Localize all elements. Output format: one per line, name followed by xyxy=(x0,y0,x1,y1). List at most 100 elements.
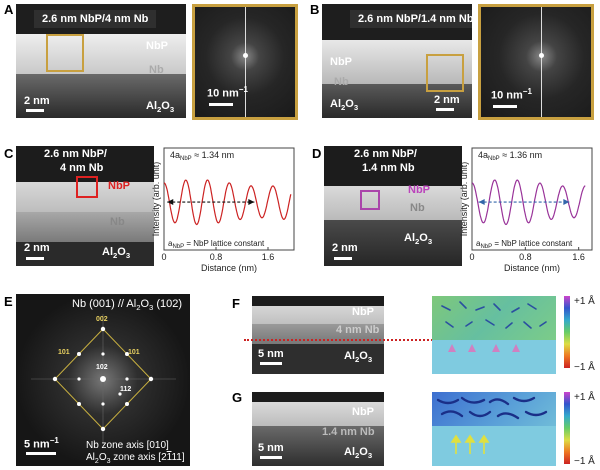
period-arrow-head-left xyxy=(167,199,174,206)
panel-c-title-line1: 2.6 nm NbP/ xyxy=(44,148,107,160)
panel-a-title: 2.6 nm NbP/4 nm Nb xyxy=(34,10,157,28)
spot-label-002: 002 xyxy=(96,316,108,323)
colorbar-g-min: −1 Å xyxy=(574,456,595,467)
scale-label: 5 nm−1 xyxy=(24,436,59,451)
scale-bar xyxy=(436,108,454,111)
scale-label: 2 nm xyxy=(332,242,358,254)
panel-c-stem-image: 2.6 nm NbP/ 4 nm Nb NbP Nb 2 nm Al2O3 xyxy=(16,146,154,266)
region-of-interest-box xyxy=(46,34,84,72)
period-annotation: 4aNbP ≈ 1.36 nm xyxy=(478,150,542,162)
x-tick-label: 1.6 xyxy=(572,252,585,262)
panel-a-fft-image: 10 nm−1 xyxy=(192,4,298,120)
fft-scale-bar xyxy=(209,103,233,106)
zone-axis-nb: Nb zone axis [010] xyxy=(86,440,169,451)
scale-label: 2 nm xyxy=(24,242,50,254)
region-of-interest-box xyxy=(426,54,464,92)
panel-e-diffraction-image: Nb (001) // Al2O3 (102) 002 101 101 102 … xyxy=(16,294,190,466)
period-annotation: 4aNbP ≈ 1.34 nm xyxy=(170,150,234,162)
nbp-label: NbP xyxy=(352,406,374,418)
interface-dotted-line xyxy=(244,339,556,341)
panel-f-stem-image: NbP 4 nm Nb 5 nm Al2O3 xyxy=(252,296,384,374)
panel-label-d: D xyxy=(312,146,322,161)
colorbar-g-max: +1 Å xyxy=(574,392,595,403)
panel-label-c: C xyxy=(4,146,14,161)
panel-label-f: F xyxy=(232,296,240,311)
substrate-label: Al2O3 xyxy=(404,232,433,247)
nb-label: 4 nm Nb xyxy=(336,324,380,336)
y-axis-label: Intensity (arb. unit) xyxy=(151,162,161,237)
nb-label: Nb xyxy=(410,202,425,214)
panel-d-stem-image: 2.6 nm NbP/ 1.4 nm Nb NbP Nb Al2O3 2 nm xyxy=(324,146,462,266)
colorbar-g xyxy=(564,392,570,464)
x-tick-label: 0.8 xyxy=(519,252,532,262)
panel-d-title-line2: 1.4 nm Nb xyxy=(362,162,415,174)
scale-label: 5 nm xyxy=(258,442,284,454)
panel-label-a: A xyxy=(4,2,14,17)
scale-label: 2 nm xyxy=(24,95,50,107)
x-axis-label: Distance (nm) xyxy=(504,263,560,273)
substrate-label: Al2O3 xyxy=(146,100,175,115)
scale-bar xyxy=(26,109,44,112)
substrate-label: Al2O3 xyxy=(344,350,373,365)
panel-g-strain-map xyxy=(432,392,556,466)
spot-label-102: 102 xyxy=(96,364,108,371)
panel-b-stem-image: 2.6 nm NbP/1.4 nm Nb NbP Nb Al2O3 2 nm xyxy=(322,4,472,118)
y-axis-label: Intensity (arb. unit) xyxy=(459,162,469,237)
panel-b-title: 2.6 nm NbP/1.4 nm Nb xyxy=(350,10,472,28)
period-arrow-head-right xyxy=(248,199,255,206)
intensity-profile-line xyxy=(163,179,292,226)
intensity-profile-line xyxy=(471,179,586,226)
fft-scale-label: 10 nm−1 xyxy=(207,85,248,100)
period-arrow-head-left xyxy=(478,199,485,206)
panel-a-stem-image: 2.6 nm NbP/4 nm Nb NbP Nb 2 nm Al2O3 xyxy=(16,4,186,118)
plot-frame xyxy=(163,147,295,251)
panel-label-e: E xyxy=(4,294,13,309)
spot-label-101-right: 101 xyxy=(128,349,140,356)
spot-label-101-left: 101 xyxy=(58,349,70,356)
substrate-label: Al2O3 xyxy=(344,446,373,461)
nb-label: Nb xyxy=(149,64,164,76)
spot-label-112: 112 xyxy=(120,386,132,393)
scale-bar xyxy=(260,456,282,459)
x-axis-label: Distance (nm) xyxy=(201,263,257,273)
panel-d-title-line1: 2.6 nm NbP/ xyxy=(354,148,417,160)
nbp-label: NbP xyxy=(108,180,130,192)
profile-region-box xyxy=(360,190,380,210)
nb-label: Nb xyxy=(110,216,125,228)
scale-bar xyxy=(26,257,44,260)
nbp-label: NbP xyxy=(408,184,430,196)
panel-label-g: G xyxy=(232,390,243,405)
panel-b-fft-image: 10 nm−1 xyxy=(478,4,594,120)
nbp-label: NbP xyxy=(330,56,352,68)
scale-bar xyxy=(26,452,56,455)
panel-f-strain-map xyxy=(432,296,556,374)
fft-scale-label: 10 nm−1 xyxy=(491,87,532,102)
x-tick-label: 0 xyxy=(161,252,166,262)
panel-d-line-plot: Intensity (arb. unit) 0 0.8 1.6 Distance (nm… xyxy=(459,147,593,273)
substrate-label: Al2O3 xyxy=(102,246,131,261)
x-tick-label: 1.6 xyxy=(262,252,275,262)
profile-region-box xyxy=(76,176,98,198)
colorbar-f xyxy=(564,296,570,368)
nbp-label: NbP xyxy=(352,306,374,318)
fft-scale-bar xyxy=(493,105,517,108)
scale-bar xyxy=(260,362,282,365)
colorbar-f-min: −1 Å xyxy=(574,362,595,373)
panel-label-b: B xyxy=(310,2,320,17)
scale-bar xyxy=(334,257,352,260)
nb-label: 1.4 nm Nb xyxy=(322,426,375,438)
colorbar-f-max: +1 Å xyxy=(574,296,595,307)
panel-c-title-line2: 4 nm Nb xyxy=(60,162,104,174)
lattice-constant-footnote: aNbP = NbP lattice constant xyxy=(476,239,573,250)
nbp-label: NbP xyxy=(146,40,168,52)
panel-e-title: Nb (001) // Al2O3 (102) xyxy=(72,298,183,313)
lattice-constant-footnote: aNbP = NbP lattice constant xyxy=(168,239,265,250)
zone-axis-al2o3: Al2O3 zone axis [2111] xyxy=(86,452,185,465)
x-tick-label: 0 xyxy=(469,252,474,262)
period-arrow-head-right xyxy=(563,199,570,206)
plot-frame xyxy=(471,147,593,251)
panel-g-stem-image: NbP 1.4 nm Nb 5 nm Al2O3 xyxy=(252,392,384,466)
x-tick-label: 0.8 xyxy=(210,252,223,262)
substrate-label: Al2O3 xyxy=(330,98,359,113)
panel-c-line-plot: Intensity (arb. unit) 0 0.8 1.6 Distance (nm… xyxy=(151,147,295,273)
